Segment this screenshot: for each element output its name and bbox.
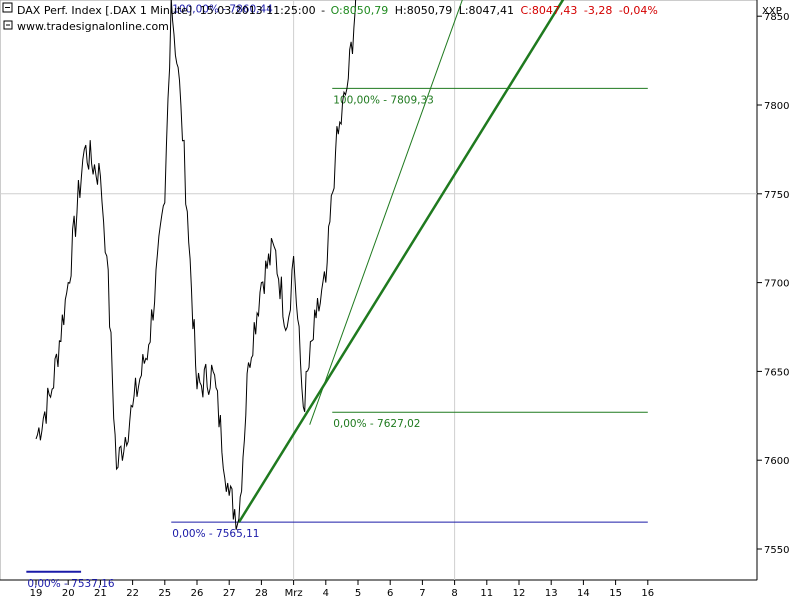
y-tick-label: 7550 — [764, 545, 789, 556]
fib-label-100-00-7860-44: 100,00% - 7860,44 — [172, 4, 273, 16]
grid-lines — [0, 0, 757, 580]
price-line — [35, 0, 357, 530]
x-tick-label: 28 — [255, 588, 268, 599]
x-tick-label: 6 — [387, 588, 393, 599]
y-tick-label: 7850 — [764, 12, 789, 23]
x-tick-label: 7 — [419, 588, 425, 599]
x-tick-label: 8 — [451, 588, 457, 599]
x-tick-label: 5 — [355, 588, 361, 599]
x-tick-label: 14 — [577, 588, 590, 599]
x-tick-label: 12 — [513, 588, 526, 599]
symbol-label: XXP — [762, 6, 782, 17]
y-tick-label: 7700 — [764, 279, 789, 290]
y-tick-label: 7650 — [764, 367, 789, 378]
y-tick-label: 7750 — [764, 190, 789, 201]
x-tick-label: Mrz — [285, 588, 303, 599]
header-open: O:8050,79 — [331, 4, 389, 17]
fib-label-100-00-7809-33: 100,00% - 7809,33 — [333, 94, 434, 106]
header-datetime: 15.03.2013 11:25:00 — [200, 4, 316, 17]
x-tick-label: 26 — [191, 588, 204, 599]
fib-label-0-00-7565-11: 0,00% - 7565,11 — [172, 528, 259, 540]
y-tick-label: 7800 — [764, 101, 789, 112]
header-low: L:8047,41 — [459, 4, 514, 17]
x-axis: 19 20 21 22 25 26 27 28 Mrz 4 5 6 7 8 11 12 13 14 15 16 — [30, 580, 654, 599]
x-tick-label: 21 — [94, 588, 107, 599]
x-tick-label: 4 — [323, 588, 329, 599]
header-title: DAX Perf. Index [.DAX 1 Minute] — [17, 4, 192, 17]
source-label: www.tradesignalonline.com — [17, 20, 169, 33]
collapse-box-icon-2[interactable] — [3, 20, 13, 30]
x-tick-label: 27 — [223, 588, 236, 599]
svg-text:DAX Perf. Index [.DAX 1 Minut: DAX Perf. Index [.DAX 1 Minute] 15.03.20… — [17, 4, 658, 17]
collapse-box-icon[interactable] — [2, 2, 13, 13]
x-tick-label: 16 — [641, 588, 654, 599]
x-tick-label: 13 — [545, 588, 558, 599]
y-tick-label: 7600 — [764, 456, 789, 467]
x-tick-label: 15 — [609, 588, 622, 599]
lower-trendline — [237, 0, 565, 524]
x-tick-label: 19 — [30, 588, 43, 599]
fib-label-0-00-7627-02: 0,00% - 7627,02 — [333, 418, 420, 430]
x-tick-label: 11 — [480, 588, 493, 599]
fib-label-0-00-7537-16: 0,00% - 7537,16 — [27, 578, 115, 590]
chart-header: DAX Perf. Index [.DAX 1 Minute] 15.03.20… — [2, 2, 658, 33]
x-tick-label: 20 — [62, 588, 75, 599]
header-high: H:8050,79 — [395, 4, 452, 17]
header-close: C:8047,43 — [521, 4, 578, 17]
x-tick-label: 22 — [126, 588, 139, 599]
fibonacci-levels: 161,80% - 8081,18161,80% - 8042,96100,00… — [26, 4, 648, 590]
x-tick-label: 25 — [158, 588, 171, 599]
y-axis: 7550760076507700775078007850790079508000… — [757, 12, 789, 556]
header-change: -3,28 — [584, 4, 612, 17]
upper-trendline — [309, 0, 463, 425]
price-series — [35, 0, 357, 530]
plot-area — [0, 0, 758, 581]
header-change-pct: -0,04% — [619, 4, 658, 17]
trendlines — [237, 0, 565, 524]
